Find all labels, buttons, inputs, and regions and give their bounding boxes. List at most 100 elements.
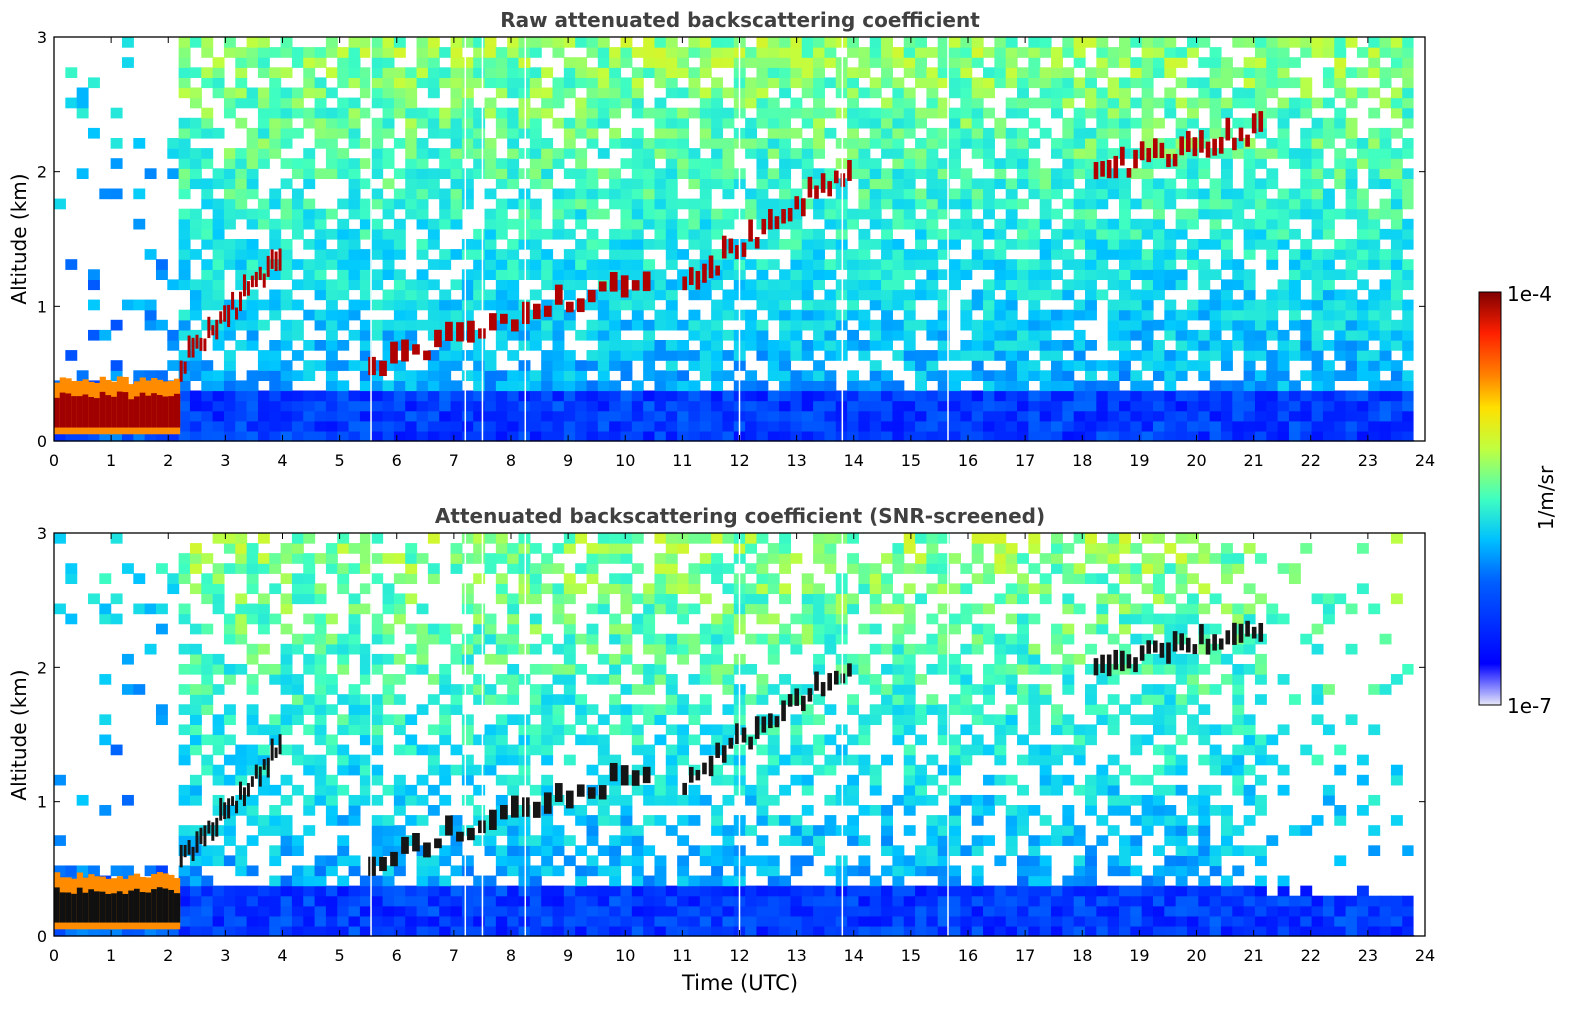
heatmap-cell [903, 87, 916, 99]
heatmap-cell [1017, 350, 1029, 361]
heatmap-cell [949, 239, 961, 250]
heatmap-cell [371, 127, 384, 139]
heatmap-cell [1175, 57, 1188, 68]
heatmap-cell [155, 259, 168, 270]
layer-streak [179, 360, 183, 382]
heatmap-cell [869, 380, 882, 392]
heatmap-cell [1164, 370, 1177, 381]
heatmap-cell [597, 299, 610, 311]
heatmap-cell [1390, 289, 1403, 301]
heatmap-cell [1062, 218, 1075, 230]
heatmap-cell [1300, 340, 1313, 351]
heatmap-cell [620, 420, 633, 432]
heatmap-cell [427, 218, 440, 230]
heatmap-cell [314, 168, 327, 179]
heatmap-cell [1345, 67, 1358, 78]
heatmap-cell [507, 279, 520, 291]
heatmap-cell [994, 47, 1007, 58]
heatmap-cell [201, 915, 214, 927]
heatmap-cell [790, 239, 803, 250]
heatmap-cell [201, 855, 214, 867]
heatmap-cell [223, 97, 236, 109]
heatmap-cell [1005, 299, 1018, 311]
heatmap-cell [1039, 390, 1052, 402]
heatmap-cell [348, 158, 361, 169]
heatmap-cell [688, 845, 701, 856]
heatmap-cell [779, 37, 792, 48]
heatmap-cell [325, 563, 338, 574]
heatmap-cell [246, 269, 259, 280]
heatmap-cell [563, 360, 576, 371]
heatmap-cell [801, 410, 814, 422]
heatmap-cell [994, 259, 1007, 270]
heatmap-cell [121, 430, 134, 442]
heatmap-cell [246, 805, 259, 816]
heatmap-cell [756, 380, 769, 392]
heatmap-cell [257, 744, 270, 756]
heatmap-cell [529, 694, 542, 705]
heatmap-cell [1028, 178, 1041, 190]
heatmap-cell [518, 380, 531, 392]
heatmap-cell [473, 148, 486, 159]
heatmap-cell [144, 865, 157, 877]
heatmap-cell [461, 37, 474, 48]
heatmap-cell [246, 158, 259, 169]
heatmap-cell [1345, 400, 1358, 412]
heatmap-cell [745, 127, 758, 139]
heatmap-cell [99, 573, 112, 584]
heatmap-cell [348, 390, 361, 402]
heatmap-cell [552, 77, 565, 89]
heatmap-cell [1198, 269, 1211, 280]
heatmap-cell [223, 178, 236, 190]
heatmap-cell [1119, 430, 1131, 442]
heatmap-cell [1300, 127, 1313, 139]
layer-core [105, 395, 112, 428]
heatmap-cell [960, 117, 973, 129]
heatmap-cell [427, 885, 440, 897]
heatmap-cell [643, 37, 656, 48]
heatmap-cell [552, 704, 565, 715]
heatmap-cell [813, 67, 826, 78]
heatmap-cell [416, 794, 429, 806]
heatmap-cell [711, 380, 724, 392]
heatmap-cell [484, 925, 497, 937]
heatmap-cell [597, 37, 610, 48]
heatmap-cell [529, 925, 542, 937]
heatmap-cell [1254, 410, 1267, 422]
heatmap-cell [1254, 420, 1267, 432]
heatmap-cell [1243, 249, 1256, 260]
heatmap-cell [416, 168, 429, 179]
heatmap-cell [133, 603, 146, 615]
heatmap-cell [473, 57, 486, 68]
heatmap-cell [745, 77, 758, 89]
heatmap-cell [790, 107, 803, 119]
heatmap-cell [620, 835, 633, 846]
heatmap-cell [643, 714, 656, 726]
heatmap-cell [393, 925, 406, 937]
heatmap-cell [1152, 148, 1165, 159]
heatmap-cell [665, 543, 678, 554]
layer-streak [1199, 130, 1204, 153]
heatmap-cell [371, 97, 384, 109]
heatmap-cell [495, 774, 508, 786]
heatmap-cell [858, 410, 871, 422]
heatmap-cell [359, 400, 372, 412]
heatmap-cell [983, 198, 995, 210]
heatmap-cell [575, 168, 588, 179]
heatmap-cell [779, 370, 792, 381]
heatmap-cell [869, 77, 882, 89]
heatmap-cell [892, 430, 905, 442]
heatmap-cell [473, 553, 486, 564]
heatmap-cell [1175, 117, 1188, 129]
heatmap-cell [779, 198, 792, 210]
heatmap-cell [903, 309, 916, 321]
heatmap-cell [915, 360, 927, 371]
heatmap-cell [1073, 239, 1086, 250]
heatmap-cell [280, 885, 293, 897]
heatmap-cell [620, 410, 633, 422]
heatmap-cell [223, 613, 236, 625]
heatmap-cell [1220, 57, 1233, 68]
heatmap-cell [314, 319, 327, 331]
heatmap-cell [711, 178, 724, 190]
heatmap-cell [359, 643, 372, 655]
